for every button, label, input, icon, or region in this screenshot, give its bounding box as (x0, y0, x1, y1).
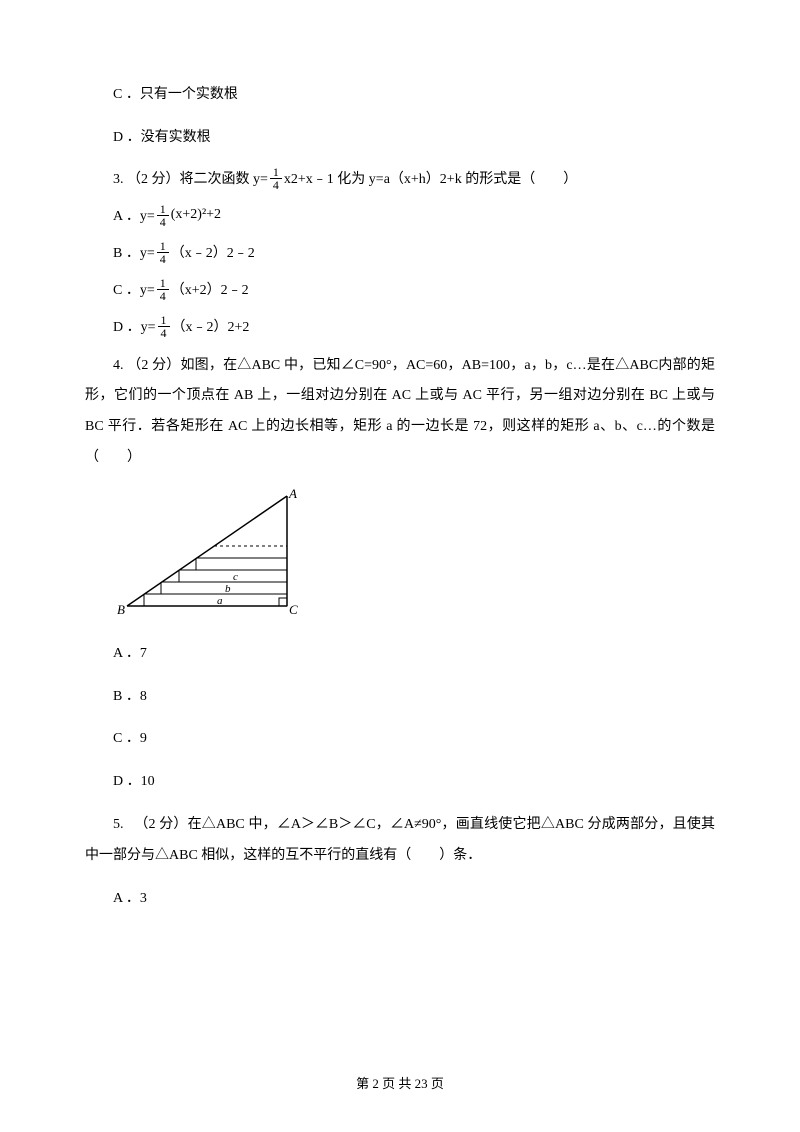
option-label: B ．y= (85, 242, 155, 262)
option-label: D ．y= (85, 316, 156, 336)
q3-stem: 3. （2 分）将二次函数 y= 1 4 x2+x﹣1 化为 y=a（x+h）2… (85, 166, 715, 191)
q4-figure: A B C a b c (117, 486, 715, 623)
option-tail: （x+2）2﹣2 (171, 279, 249, 299)
frac-den: 4 (157, 216, 169, 228)
frac-num: 1 (157, 277, 169, 290)
triangle-diagram-icon: A B C a b c (117, 486, 337, 618)
fraction-icon: 1 4 (157, 203, 169, 228)
q3-option-a: A ．y= 1 4 (x+2)²+2 (85, 203, 715, 228)
q3-option-d: D ．y= 1 4 （x﹣2）2+2 (85, 314, 715, 339)
q5-option-a: A ．3 (85, 884, 715, 915)
q4-option-c: C ．9 (85, 724, 715, 755)
frac-num: 1 (157, 203, 169, 216)
svg-text:c: c (233, 571, 238, 583)
frac-den: 4 (157, 290, 169, 302)
q2-option-c: C ．只有一个实数根 (85, 80, 715, 111)
q3-stem-suffix: x2+x﹣1 化为 y=a（x+h）2+k 的形式是（ ） (284, 168, 577, 188)
q2-option-d: D ．没有实数根 (85, 123, 715, 154)
option-tail: （x﹣2）2﹣2 (171, 242, 255, 262)
q5-stem: 5. （2 分）在△ABC 中，∠A＞∠B＞∠C，∠A≠90°，画直线使它把△A… (85, 810, 715, 872)
label-c: C (289, 602, 298, 617)
q4-option-a: A ．7 (85, 639, 715, 670)
option-tail: （x﹣2）2+2 (172, 316, 250, 336)
fraction-icon: 1 4 (157, 240, 169, 265)
q4-stem: 4. （2 分）如图，在△ABC 中，已知∠C=90°，AC=60，AB=100… (85, 351, 715, 474)
option-label: C ．y= (85, 279, 155, 299)
label-a: A (288, 486, 297, 501)
page-footer: 第 2 页 共 23 页 (0, 1073, 800, 1092)
svg-text:a: a (217, 595, 223, 607)
q3-stem-prefix: 3. （2 分）将二次函数 y= (85, 168, 268, 188)
frac-num: 1 (270, 166, 282, 179)
q3-option-b: B ．y= 1 4 （x﹣2）2﹣2 (85, 240, 715, 265)
option-label: A ．y= (85, 205, 155, 225)
q4-option-d: D ．10 (85, 767, 715, 798)
fraction-icon: 1 4 (157, 277, 169, 302)
svg-text:b: b (225, 583, 231, 595)
q3-option-c: C ．y= 1 4 （x+2）2﹣2 (85, 277, 715, 302)
fraction-icon: 1 4 (158, 314, 170, 339)
frac-num: 1 (158, 314, 170, 327)
frac-den: 4 (157, 253, 169, 265)
label-b: B (117, 602, 125, 617)
q4-option-b: B ．8 (85, 682, 715, 713)
document-page: C ．只有一个实数根 D ．没有实数根 3. （2 分）将二次函数 y= 1 4… (0, 0, 800, 966)
frac-den: 4 (270, 179, 282, 191)
frac-num: 1 (157, 240, 169, 253)
fraction-icon: 1 4 (270, 166, 282, 191)
option-tail: (x+2)²+2 (171, 207, 221, 223)
frac-den: 4 (158, 327, 170, 339)
